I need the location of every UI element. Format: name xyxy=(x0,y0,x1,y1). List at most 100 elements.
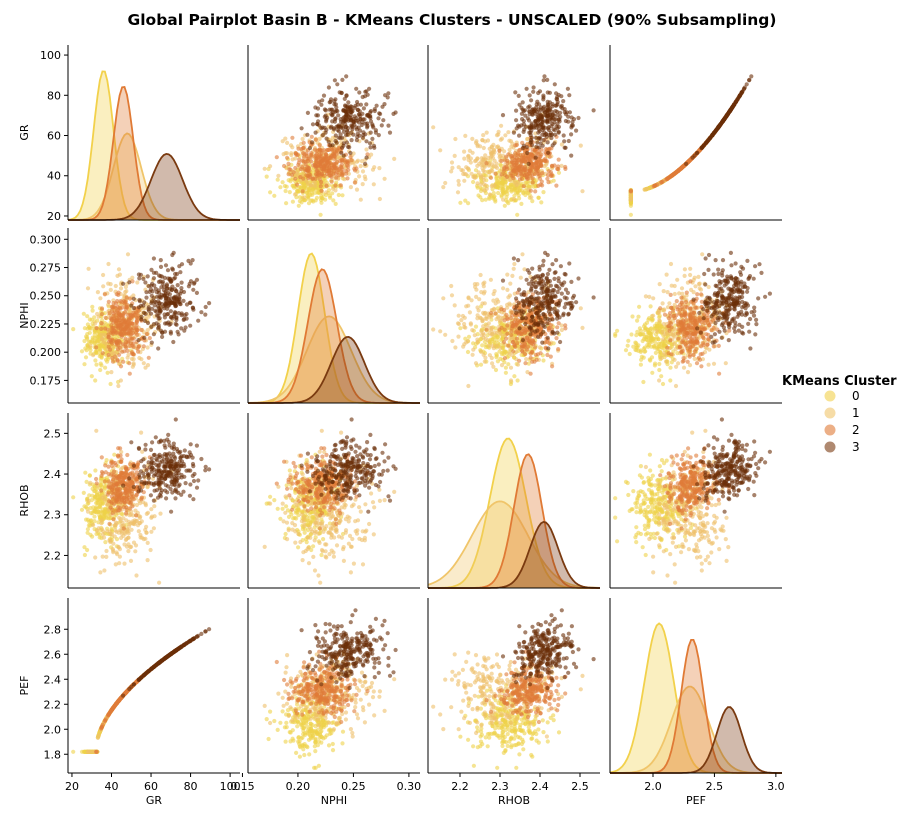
point-cluster-1 xyxy=(482,188,486,192)
point-cluster-1 xyxy=(491,299,495,303)
point-cluster-3 xyxy=(150,294,154,298)
point-cluster-1 xyxy=(106,262,110,266)
point-cluster-1 xyxy=(364,147,368,151)
point-cluster-1 xyxy=(276,174,280,178)
point-cluster-2 xyxy=(529,189,533,193)
point-cluster-0 xyxy=(291,200,295,204)
point-cluster-2 xyxy=(489,176,493,180)
point-cluster-0 xyxy=(541,358,545,362)
point-cluster-1 xyxy=(86,286,90,290)
point-cluster-3 xyxy=(144,296,148,300)
point-cluster-3 xyxy=(386,124,390,128)
point-cluster-3 xyxy=(363,162,367,166)
point-cluster-0 xyxy=(98,368,102,372)
point-cluster-2 xyxy=(115,292,119,296)
point-cluster-3 xyxy=(163,321,167,325)
point-cluster-1 xyxy=(481,336,485,340)
point-cluster-3 xyxy=(139,317,143,321)
point-cluster-3 xyxy=(560,106,564,110)
point-cluster-0 xyxy=(281,180,285,184)
point-cluster-0 xyxy=(458,326,462,330)
point-cluster-1 xyxy=(466,384,470,388)
point-cluster-1 xyxy=(503,133,507,137)
point-cluster-1 xyxy=(118,273,122,277)
point-cluster-2 xyxy=(130,337,134,341)
point-cluster-3 xyxy=(169,330,173,334)
point-cluster-2 xyxy=(539,159,543,163)
point-cluster-3 xyxy=(174,322,178,326)
point-cluster-2 xyxy=(509,329,513,333)
point-cluster-1 xyxy=(363,177,367,181)
point-cluster-3 xyxy=(158,309,162,313)
point-cluster-2 xyxy=(544,147,548,151)
point-cluster-1 xyxy=(480,138,484,142)
point-cluster-0 xyxy=(552,179,556,183)
point-cluster-3 xyxy=(367,87,371,91)
point-cluster-2 xyxy=(522,184,526,188)
point-cluster-1 xyxy=(479,273,483,277)
point-cluster-3 xyxy=(324,131,328,135)
point-cluster-2 xyxy=(529,341,533,345)
point-cluster-0 xyxy=(515,213,519,217)
point-cluster-0 xyxy=(504,350,508,354)
point-cluster-3 xyxy=(323,126,327,130)
point-cluster-1 xyxy=(98,296,102,300)
point-cluster-2 xyxy=(353,168,357,172)
point-cluster-2 xyxy=(114,318,118,322)
point-cluster-2 xyxy=(511,349,515,353)
point-cluster-2 xyxy=(125,306,129,310)
point-cluster-1 xyxy=(529,195,533,199)
point-cluster-3 xyxy=(558,111,562,115)
point-cluster-3 xyxy=(328,143,332,147)
point-cluster-3 xyxy=(545,114,549,118)
point-cluster-1 xyxy=(438,329,442,333)
point-cluster-3 xyxy=(536,131,540,135)
point-cluster-0 xyxy=(474,325,478,329)
point-cluster-1 xyxy=(456,335,460,339)
point-cluster-1 xyxy=(450,293,454,297)
point-cluster-3 xyxy=(374,131,378,135)
point-cluster-3 xyxy=(353,114,357,118)
panel-gr-rhob xyxy=(428,45,600,220)
point-cluster-1 xyxy=(490,361,494,365)
point-cluster-3 xyxy=(564,119,568,123)
point-cluster-2 xyxy=(554,184,558,188)
point-cluster-0 xyxy=(306,188,310,192)
point-cluster-2 xyxy=(552,163,556,167)
point-cluster-3 xyxy=(350,138,354,142)
point-cluster-3 xyxy=(342,141,346,145)
point-cluster-2 xyxy=(115,299,119,303)
point-cluster-1 xyxy=(453,137,457,141)
point-cluster-2 xyxy=(116,343,120,347)
point-cluster-0 xyxy=(490,337,494,341)
point-cluster-1 xyxy=(500,363,504,367)
point-cluster-1 xyxy=(132,363,136,367)
point-cluster-1 xyxy=(101,273,105,277)
point-cluster-3 xyxy=(152,271,156,275)
point-cluster-0 xyxy=(88,331,92,335)
point-cluster-3 xyxy=(173,311,177,315)
point-cluster-3 xyxy=(358,117,362,121)
point-cluster-2 xyxy=(135,333,139,337)
point-cluster-1 xyxy=(475,157,479,161)
point-cluster-2 xyxy=(659,180,663,184)
point-cluster-1 xyxy=(438,148,442,152)
point-cluster-3 xyxy=(191,288,195,292)
point-cluster-1 xyxy=(495,331,499,335)
point-cluster-3 xyxy=(142,336,146,340)
point-cluster-2 xyxy=(287,167,291,171)
point-cluster-2 xyxy=(107,311,111,315)
point-cluster-0 xyxy=(315,196,319,200)
point-cluster-3 xyxy=(141,304,145,308)
point-cluster-3 xyxy=(168,292,172,296)
point-cluster-3 xyxy=(121,282,125,286)
point-cluster-3 xyxy=(170,288,174,292)
point-cluster-1 xyxy=(493,289,497,293)
chart-title: Global Pairplot Basin B - KMeans Cluster… xyxy=(128,11,777,29)
point-cluster-2 xyxy=(503,356,507,360)
point-cluster-2 xyxy=(510,310,514,314)
point-cluster-1 xyxy=(119,286,123,290)
point-cluster-3 xyxy=(165,282,169,286)
point-cluster-2 xyxy=(117,312,121,316)
